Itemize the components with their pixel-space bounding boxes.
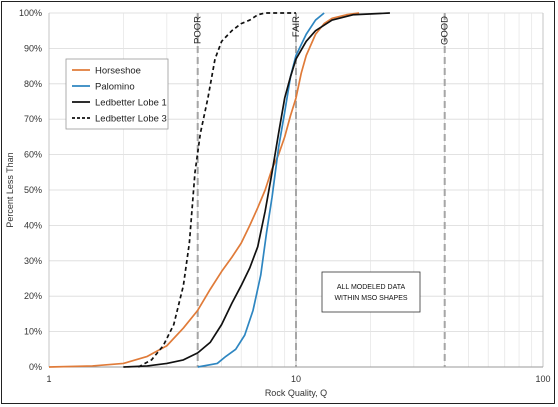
- series-line-horseshoe: [48, 12, 360, 368]
- legend-label: Ledbetter Lobe 1: [95, 98, 167, 109]
- tick-labels: 0% 10% 20% 30% 40% 50% 60% 70% 80% 90% 100% 1 10 100: [19, 8, 551, 384]
- series-line-ledbetter-lobe-1: [123, 12, 390, 368]
- annotation-line-2: WITHIN MSO SHAPES: [334, 295, 407, 302]
- y-tick-label: 50%: [24, 185, 42, 195]
- x-tick-label: 1: [46, 374, 51, 384]
- y-tick-label: 20%: [24, 291, 42, 301]
- y-tick-label: 10%: [24, 327, 42, 337]
- annotation-box: ALL MODELED DATA WITHIN MSO SHAPES: [321, 271, 421, 313]
- x-tick-label: 100: [535, 374, 550, 384]
- x-axis-title: Rock Quality, Q: [265, 388, 327, 398]
- annotation-line-1: ALL MODELED DATA: [337, 284, 406, 291]
- legend-label: Horseshoe: [95, 66, 141, 77]
- y-tick-label: 0%: [29, 362, 42, 372]
- series-lines: [48, 12, 390, 368]
- y-tick-label: 40%: [24, 220, 42, 230]
- y-tick-label: 90%: [24, 43, 42, 53]
- y-tick-label: 100%: [19, 8, 42, 18]
- legend-label: Palomino: [95, 82, 135, 93]
- y-tick-label: 30%: [24, 256, 42, 266]
- series-line-ledbetter-lobe-3: [137, 12, 296, 368]
- y-axis-title: Percent Less Than: [5, 152, 15, 227]
- reference-label-fair: FAIR: [291, 16, 302, 37]
- legend: Horseshoe Palomino Ledbetter Lobe 1 Ledbett…: [65, 58, 169, 130]
- y-tick-label: 60%: [24, 150, 42, 160]
- annotation-border: [321, 271, 421, 313]
- reference-label-poor: POOR: [193, 16, 204, 44]
- reference-label-good: GOOD: [440, 16, 451, 45]
- y-tick-label: 80%: [24, 79, 42, 89]
- series-line-palomino: [197, 12, 325, 368]
- reference-lines: POOR FAIR GOOD: [193, 13, 451, 367]
- x-tick-label: 10: [291, 374, 301, 384]
- y-tick-label: 70%: [24, 114, 42, 124]
- legend-label: Ledbetter Lobe 3: [95, 114, 167, 125]
